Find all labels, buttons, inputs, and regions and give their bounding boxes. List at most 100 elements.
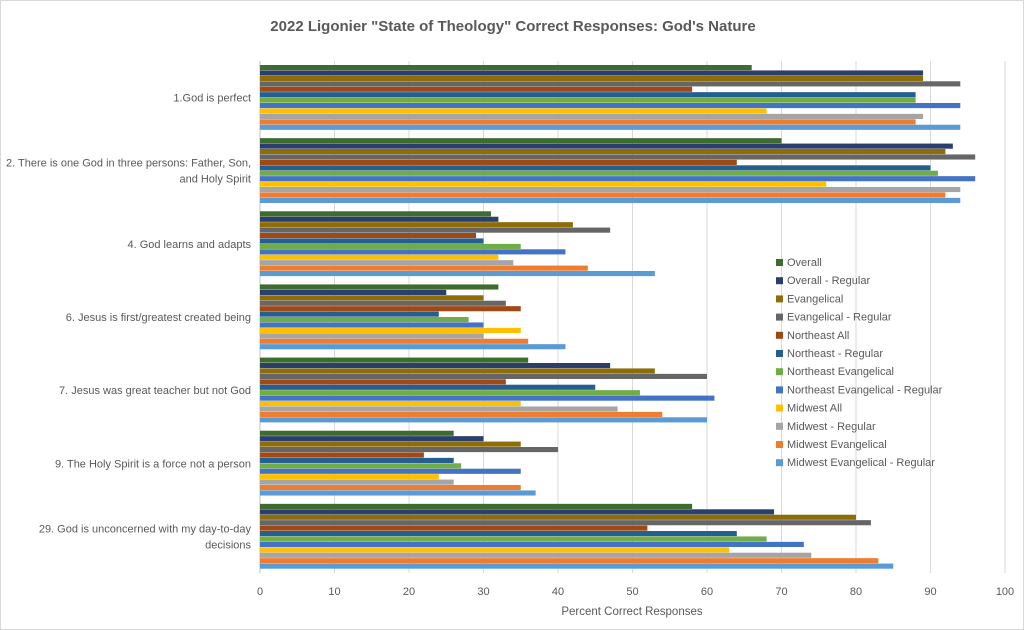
bar — [260, 192, 946, 198]
legend-entry: Evangelical - Regular — [787, 312, 892, 324]
x-axis-label: Percent Correct Responses — [561, 606, 703, 618]
legend-swatch — [776, 277, 783, 285]
legend-entry: Northeast Evangelical — [787, 366, 894, 378]
bar — [260, 447, 558, 453]
y-category-label: 1.God is perfect — [173, 93, 251, 105]
bar — [260, 344, 566, 350]
bar — [260, 322, 484, 328]
bar — [260, 300, 506, 306]
bar — [260, 468, 521, 474]
legend-swatch — [776, 404, 783, 412]
bar — [260, 197, 961, 203]
bar — [260, 143, 953, 149]
y-category-label: 4. God learns and adapts — [127, 239, 251, 251]
bar — [260, 165, 931, 171]
chart-title: 2022 Ligonier "State of Theology" Correc… — [270, 18, 755, 35]
bar — [260, 384, 596, 390]
bar — [260, 436, 484, 442]
legend-swatch — [776, 441, 783, 448]
bar — [260, 485, 521, 491]
bar — [260, 65, 752, 71]
y-category-label: 7. Jesus was great teacher but not God — [59, 385, 251, 397]
bar — [260, 249, 566, 255]
bar — [260, 406, 618, 412]
x-tick-label: 0 — [257, 586, 263, 598]
bar — [260, 457, 454, 463]
bar — [260, 227, 611, 233]
bar — [260, 233, 477, 239]
bar — [260, 170, 938, 176]
legend-entry: Northeast All — [787, 330, 849, 342]
legend-swatch — [776, 350, 783, 357]
bar — [260, 395, 715, 401]
bar — [260, 284, 499, 290]
bar — [260, 124, 961, 130]
bar — [260, 333, 484, 339]
bar — [260, 327, 521, 333]
legend-entry: Northeast Evangelical - Regular — [787, 384, 943, 396]
legend-swatch — [776, 259, 783, 266]
bar — [260, 154, 976, 160]
bar — [260, 119, 916, 125]
bar — [260, 390, 640, 396]
bar — [260, 81, 961, 87]
legend-swatch — [776, 331, 783, 339]
bar — [260, 514, 856, 520]
bar — [260, 254, 499, 260]
bar — [260, 368, 655, 374]
bar — [260, 75, 924, 81]
bar — [260, 520, 871, 526]
bar — [260, 525, 648, 531]
bar — [260, 401, 521, 407]
bar — [260, 108, 767, 114]
bar — [260, 490, 536, 496]
bar — [260, 463, 462, 469]
bar — [260, 317, 469, 323]
bar — [260, 474, 439, 480]
bar — [260, 411, 663, 417]
legend-swatch — [776, 295, 783, 303]
y-category-label: decisions — [205, 539, 251, 551]
bar — [260, 379, 506, 385]
legend-swatch — [776, 368, 783, 376]
y-category-label: 29. God is unconcerned with my day-to-da… — [39, 523, 252, 535]
y-category-label: 6. Jesus is first/greatest created being — [66, 312, 251, 324]
bar — [260, 338, 529, 344]
bar — [260, 265, 588, 271]
legend-entry: Evangelical — [787, 293, 843, 305]
bar — [260, 552, 812, 558]
x-tick-label: 30 — [477, 586, 489, 598]
bar — [260, 289, 447, 295]
bar — [260, 271, 655, 277]
bar — [260, 181, 827, 187]
bar — [260, 97, 916, 103]
bar — [260, 541, 804, 547]
bar — [260, 216, 499, 222]
bar — [260, 363, 611, 369]
bar — [260, 103, 961, 109]
bar — [260, 260, 514, 266]
legend-entry: Midwest All — [787, 403, 842, 415]
legend-swatch — [776, 459, 783, 467]
bar — [260, 238, 484, 244]
x-tick-label: 60 — [701, 586, 713, 598]
legend-entry: Overall - Regular — [787, 275, 870, 287]
legend-swatch — [776, 386, 783, 394]
x-tick-label: 80 — [850, 586, 862, 598]
bar — [260, 243, 521, 249]
bar — [260, 86, 693, 92]
x-tick-label: 50 — [626, 586, 638, 598]
y-category-label: 9. The Holy Spirit is a force not a pers… — [55, 458, 251, 470]
bar — [260, 563, 894, 569]
bar — [260, 149, 946, 155]
legend-swatch — [776, 313, 783, 321]
bar — [260, 295, 484, 301]
legend-entry: Northeast - Regular — [787, 348, 883, 360]
bar — [260, 417, 707, 423]
legend-entry: Midwest - Regular — [787, 421, 876, 433]
bar — [260, 547, 730, 553]
bar — [260, 222, 573, 228]
legend-entry: Midwest Evangelical - Regular — [787, 457, 935, 469]
